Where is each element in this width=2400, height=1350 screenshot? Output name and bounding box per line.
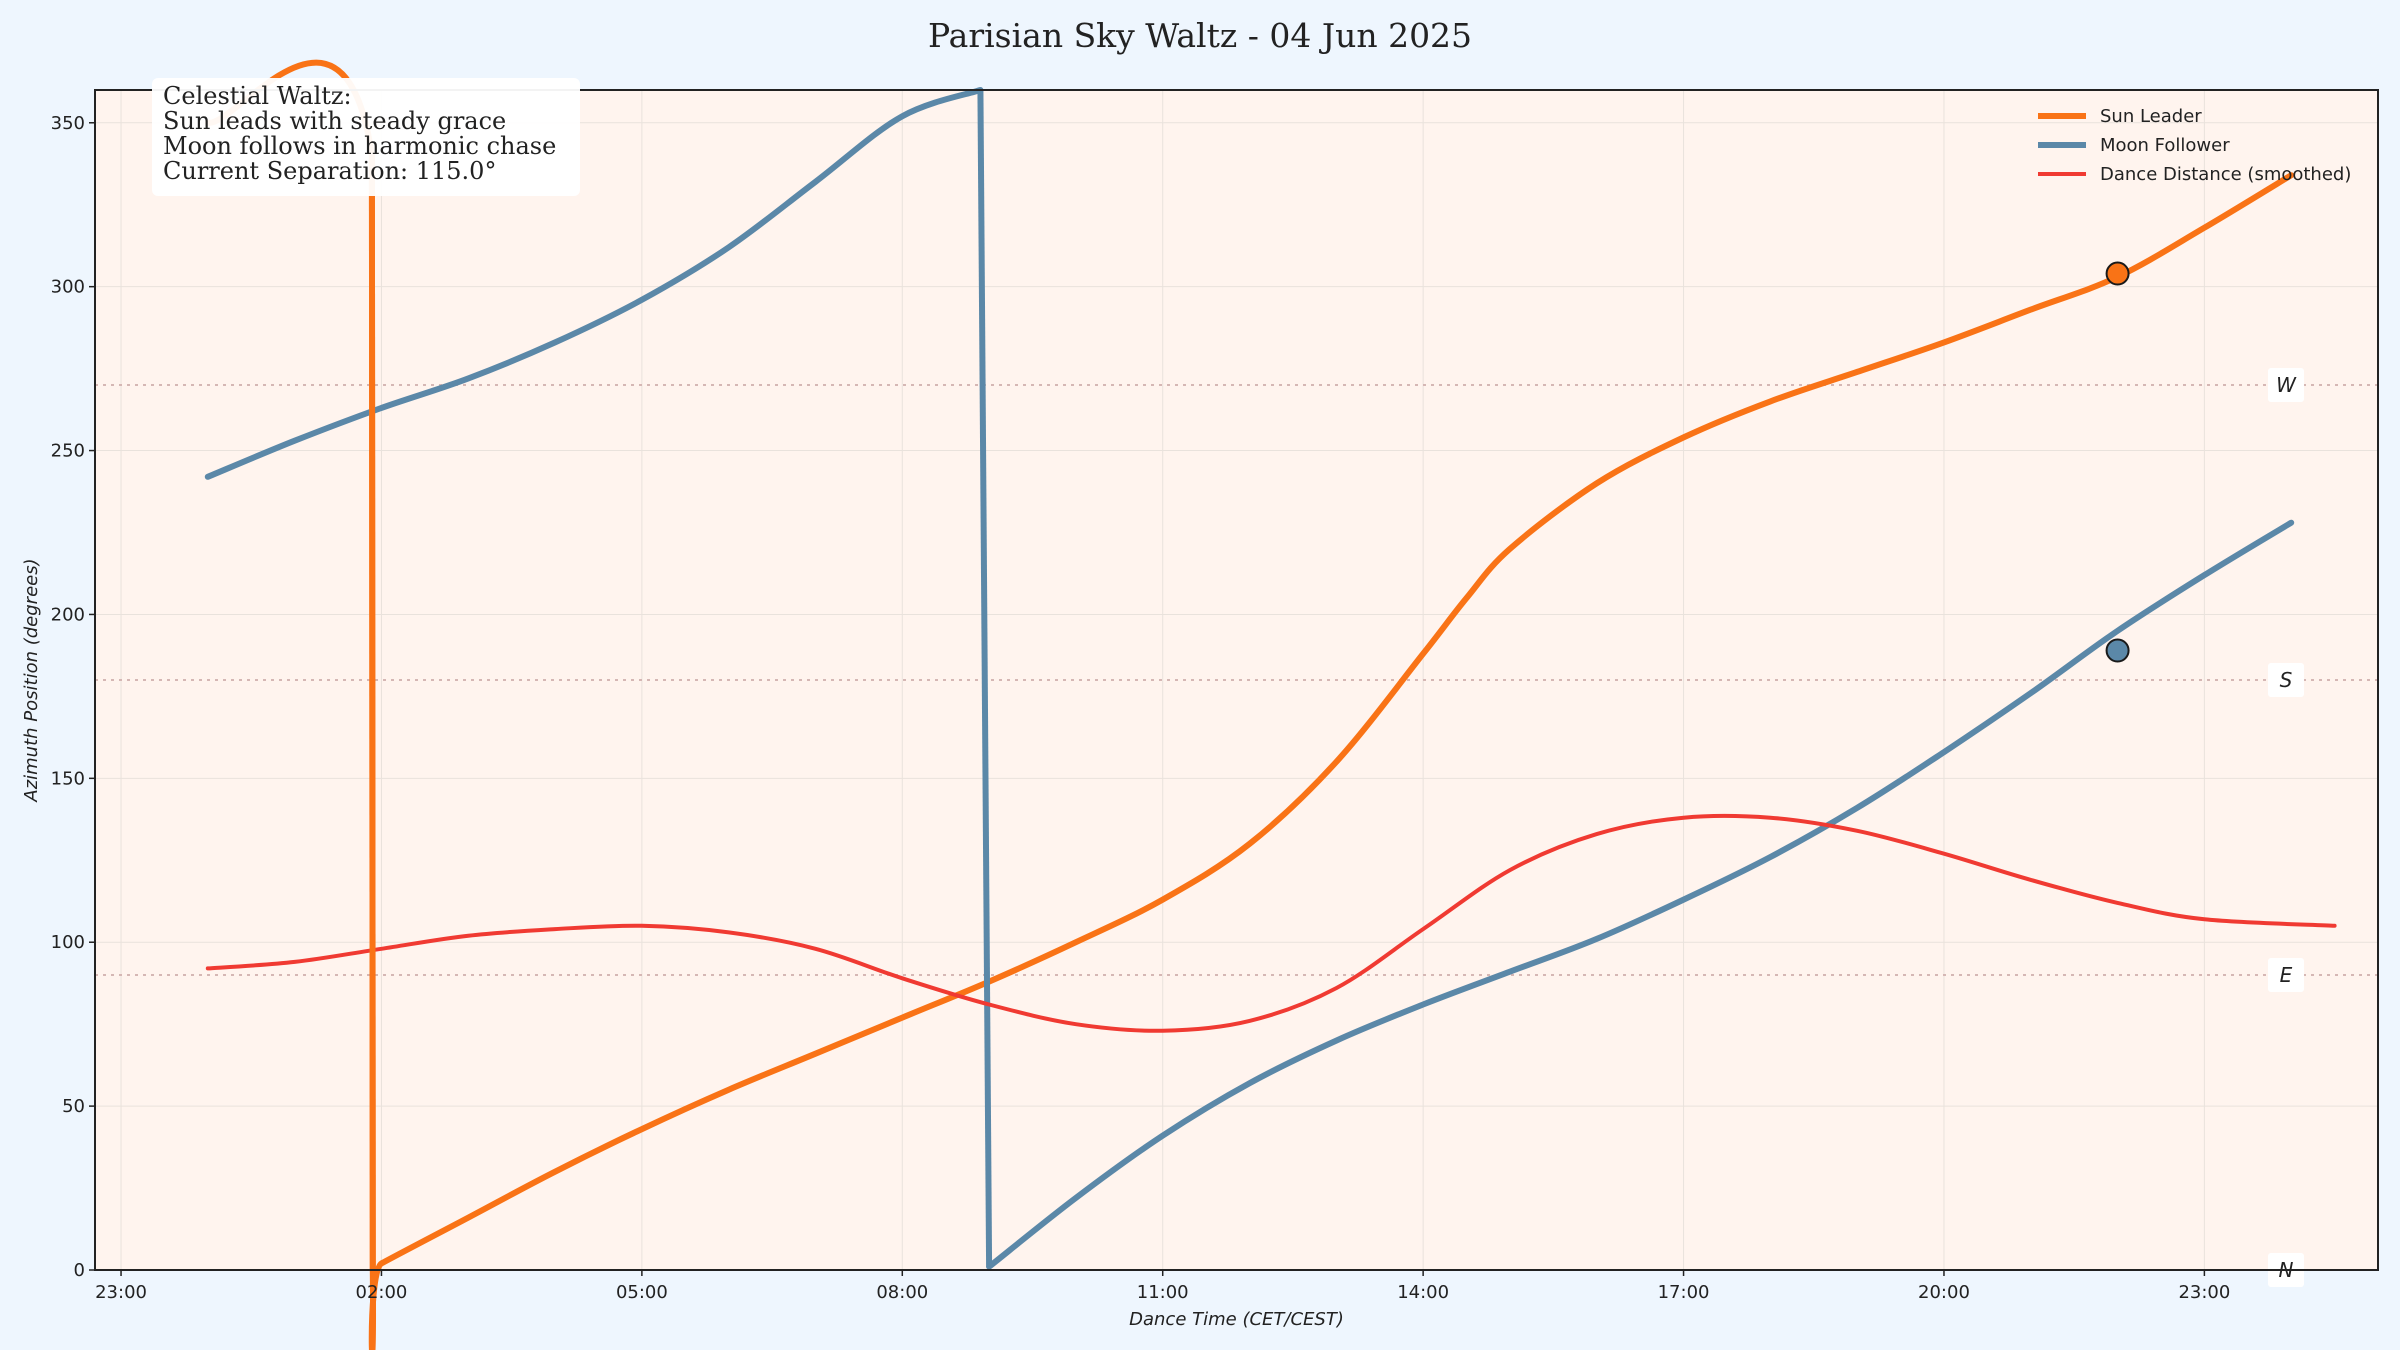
plot-frame <box>94 89 2379 1271</box>
x-tick-label: 08:00 <box>876 1282 928 1303</box>
series-wrap-sun-leader <box>368 155 376 1271</box>
chart-title: Parisian Sky Waltz - 04 Jun 2025 <box>928 16 1472 55</box>
info-box-line: Moon follows in harmonic chase <box>163 132 556 160</box>
info-box-line: Current Separation: 115.0° <box>163 157 496 185</box>
y-tick-label: 250 <box>51 441 85 462</box>
info-box-line: Celestial Waltz: <box>163 82 352 110</box>
x-tick-label: 11:00 <box>1137 1282 1189 1303</box>
compass-label-box <box>2268 663 2304 697</box>
x-tick-label: 05:00 <box>616 1282 668 1303</box>
compass-label-e: E <box>2280 963 2293 987</box>
y-tick-label: 200 <box>51 604 85 625</box>
legend-entry: Moon Follower <box>2100 135 2230 156</box>
x-tick-label: 02:00 <box>356 1282 408 1303</box>
x-tick-label: 20:00 <box>1918 1282 1970 1303</box>
current-marker-sun <box>2105 261 2130 286</box>
series-line-moon-follower <box>986 519 2295 1270</box>
series-line-moon-follower <box>204 87 984 480</box>
series-line-sun-leader <box>204 59 2295 1350</box>
x-tick-label: 23:00 <box>2178 1282 2230 1303</box>
y-tick-label: 150 <box>51 768 85 789</box>
y-axis-label: Azimuth Position (degrees) <box>21 558 42 802</box>
compass-label-box <box>2268 958 2304 992</box>
x-axis-label: Dance Time (CET/CEST) <box>1129 1309 1344 1330</box>
current-marker-moon <box>2105 638 2130 663</box>
info-box-line: Sun leads with steady grace <box>163 107 506 135</box>
y-tick-label: 300 <box>51 277 85 298</box>
info-box <box>152 78 580 196</box>
x-tick-label: 17:00 <box>1658 1282 1710 1303</box>
y-tick-label: 100 <box>51 932 85 953</box>
legend-entry: Dance Distance (smoothed) <box>2100 164 2351 185</box>
compass-label-w: W <box>2276 373 2297 397</box>
legend-entry: Sun Leader <box>2100 106 2202 127</box>
y-tick-label: 350 <box>51 113 85 134</box>
x-tick-label: 14:00 <box>1397 1282 1449 1303</box>
x-tick-label: 23:00 <box>95 1282 147 1303</box>
series-line-dance-distance-smoothed <box>205 813 2337 1033</box>
compass-label-box <box>2268 368 2304 402</box>
y-tick-label: 0 <box>74 1260 85 1281</box>
y-tick-label: 50 <box>62 1096 85 1117</box>
series-wrap-moon-follower <box>977 89 993 1267</box>
compass-label-s: S <box>2280 668 2293 692</box>
